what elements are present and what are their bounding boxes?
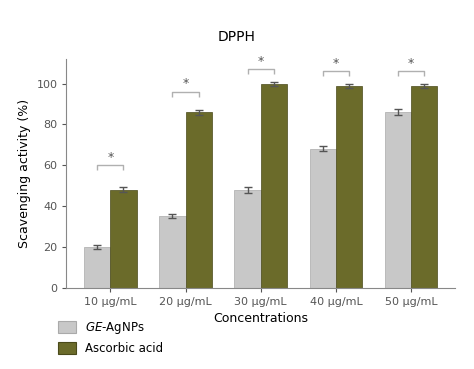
Bar — [84, 247, 110, 288]
Legend: $\it{GE}$-AgNPs, Ascorbic acid: $\it{GE}$-AgNPs, Ascorbic acid — [53, 315, 168, 359]
X-axis label: Concentrations: Concentrations — [213, 313, 308, 325]
Text: *: * — [182, 77, 189, 90]
Text: *: * — [107, 151, 113, 163]
Bar — [336, 86, 362, 288]
Text: DPPH: DPPH — [218, 30, 256, 44]
Y-axis label: Scavenging activity (%): Scavenging activity (%) — [18, 99, 31, 248]
Bar — [261, 83, 287, 288]
Text: *: * — [333, 57, 339, 70]
Bar — [159, 216, 185, 288]
Bar — [411, 86, 438, 288]
Bar — [310, 149, 336, 288]
Text: *: * — [408, 57, 414, 70]
Text: *: * — [257, 55, 264, 68]
Bar — [385, 112, 411, 288]
Bar — [234, 190, 261, 288]
Bar — [110, 190, 137, 288]
Bar — [185, 112, 212, 288]
